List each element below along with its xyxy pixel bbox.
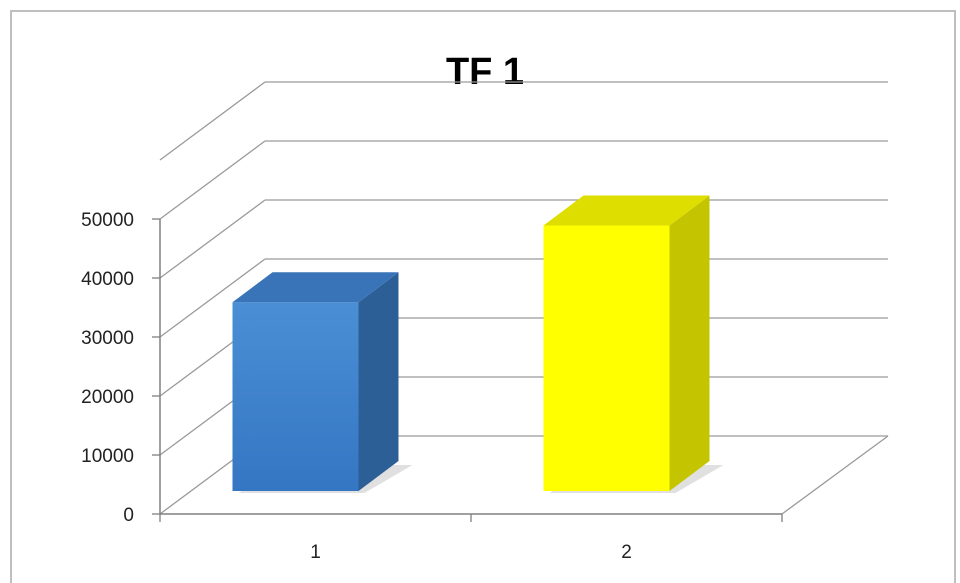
gridline-diagonal (159, 258, 266, 338)
bars (232, 195, 724, 493)
bar-2-front (543, 225, 670, 491)
chart-frame (10, 10, 956, 583)
y-tick-label: 0 (123, 505, 134, 526)
bar-2-top (543, 195, 710, 226)
x-tick-label: 1 (310, 542, 321, 563)
y-axis-ticks: 0 10000 20000 30000 40000 50000 (81, 210, 160, 526)
gridline-diagonal (159, 81, 266, 161)
x-tick-label: 2 (621, 542, 632, 563)
bar-1-side (358, 272, 399, 491)
chart-title: TF 1 (446, 51, 524, 93)
gridline-diagonal (159, 140, 266, 220)
y-tick-label: 50000 (81, 210, 134, 231)
bar-1-front (232, 302, 359, 491)
floor-right-edge (781, 435, 889, 515)
y-tick-label: 10000 (81, 446, 134, 467)
bar-1-top (232, 272, 399, 303)
y-tick-label: 20000 (81, 387, 134, 408)
bar-2-side (669, 195, 710, 491)
y-tick-label: 40000 (81, 269, 134, 290)
gridline-diagonal (159, 199, 266, 279)
y-tick-label: 30000 (81, 328, 134, 349)
